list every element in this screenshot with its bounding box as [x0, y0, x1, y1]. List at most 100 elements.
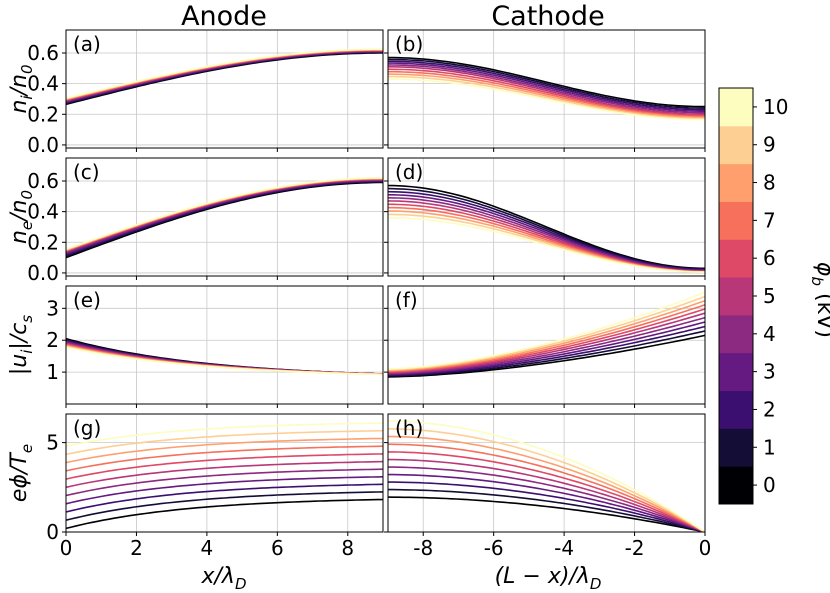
xtick-label: 8 — [341, 536, 354, 560]
xtick-label: -6 — [484, 536, 504, 560]
series-line-phi-3 — [388, 62, 705, 112]
series-line-phi-3 — [387, 321, 706, 376]
panel-c: 0.0 0.2 0.4 0.6 (c) ne/n0 — [7, 157, 384, 285]
series-line-phi-10 — [388, 217, 706, 273]
series-line-phi-10 — [387, 78, 705, 121]
panel-f: (f) — [384, 285, 706, 408]
series-line-phi-5 — [65, 460, 384, 489]
ytick-label: 3 — [46, 296, 59, 320]
series-line-phi-8 — [387, 73, 705, 119]
colorbar-tick-label: 2 — [763, 397, 776, 421]
colorbar-tick-label: 10 — [763, 95, 788, 119]
ylabel: ne/n0 — [7, 190, 36, 244]
series-line-phi-10 — [388, 420, 706, 533]
ylabel: eϕ/Te — [7, 444, 36, 502]
panel-label: (g) — [73, 416, 101, 440]
series-line-phi-5 — [388, 458, 706, 533]
plot-frame — [65, 29, 384, 149]
plot-frame — [387, 413, 706, 533]
series-line-phi-1 — [388, 488, 706, 533]
plot-area — [66, 286, 383, 404]
colorbar-tick-label: 5 — [763, 284, 776, 308]
panel-label: (d) — [395, 160, 423, 184]
series-line-phi-6 — [65, 453, 384, 480]
panel-g: 0 2 4 6 8 0 5 (g) eϕ/Te — [7, 413, 384, 560]
colorbar-tick-label: 9 — [763, 133, 776, 157]
series-line-phi-3 — [65, 476, 384, 505]
panel-label: (f) — [395, 288, 418, 312]
series-line-phi-1 — [65, 491, 384, 521]
series-line-phi-9 — [387, 295, 706, 371]
plot-area — [66, 414, 383, 532]
colorbar-swatch-7 — [719, 201, 753, 240]
panel-d: (d) — [384, 157, 706, 280]
ytick-label: 0.4 — [27, 72, 59, 96]
colorbar-swatch-9 — [719, 125, 753, 165]
plot-frame — [65, 413, 384, 533]
series-line-phi-10 — [65, 48, 383, 99]
series-line-phi-8 — [65, 437, 384, 464]
xtick-label: 4 — [201, 536, 214, 560]
ytick-label: 2 — [46, 328, 59, 352]
colorbar: 0 1 2 3 4 5 6 7 8 9 10 — [718, 87, 788, 505]
colorbar-swatch-10 — [719, 88, 753, 127]
colorbar-swatch-2 — [719, 390, 753, 429]
xtick-label: 0 — [699, 536, 712, 560]
plot-frame — [387, 157, 706, 277]
colorbar-tick-label: 3 — [763, 360, 776, 384]
series-line-phi-2 — [65, 483, 384, 513]
xlabel-anode: x/λD — [200, 564, 246, 593]
series-line-phi-6 — [387, 308, 706, 373]
ylabel: ni/n0 — [7, 64, 36, 113]
ytick-label: 0 — [46, 520, 59, 544]
ytick-label: 1 — [46, 360, 59, 384]
series-line-phi-6 — [387, 68, 706, 117]
column-title-cathode: Cathode — [491, 1, 604, 32]
xtick-label: -8 — [413, 536, 433, 560]
series-line-phi-9 — [387, 428, 706, 533]
panel-b: (b) — [384, 29, 706, 152]
ytick-label: 0.0 — [27, 133, 59, 157]
plot-frame — [65, 157, 384, 277]
series-line-phi-7 — [387, 304, 706, 372]
colorbar-swatch-0 — [719, 466, 753, 505]
ytick-label: 0.4 — [27, 200, 59, 224]
series-line-phi-4 — [387, 64, 706, 114]
series-line-phi-2 — [388, 60, 705, 111]
colorbar-tick-label: 7 — [763, 208, 776, 232]
colorbar-swatch-8 — [719, 163, 753, 202]
series-line-phi-10 — [387, 291, 706, 370]
colorbar-swatch-1 — [719, 428, 753, 467]
xtick-label: 0 — [60, 536, 73, 560]
series-line-phi-10 — [65, 422, 384, 447]
colorbar-swatch-3 — [719, 352, 753, 392]
series-line-phi-1 — [387, 58, 706, 109]
series-line-phi-6 — [388, 451, 706, 533]
ytick-label: 5 — [46, 431, 59, 455]
series-line-phi-4 — [65, 468, 384, 497]
series-line-phi-10 — [65, 177, 383, 250]
colorbar-tick-label: 8 — [763, 171, 776, 195]
series-line-phi-9 — [388, 75, 706, 120]
panels: 0.0 0.2 0.4 0.6 (a) ni/n0 (b) 0.0 0.2 0.4 0.6 (c) ne… — [7, 29, 712, 560]
plot-area — [66, 158, 383, 276]
ytick-label: 0.2 — [27, 230, 59, 254]
colorbar-tick-label: 1 — [763, 435, 776, 459]
xtick-label: 2 — [130, 536, 143, 560]
series-line-phi-2 — [388, 325, 706, 376]
ytick-label: 0.6 — [27, 41, 59, 65]
colorbar-tick-label: 6 — [763, 246, 776, 270]
series-line-phi-9 — [65, 429, 384, 456]
xlabel-cathode: (L − x)/λD — [495, 564, 602, 593]
series-line-phi-8 — [387, 435, 706, 533]
series-line-phi-1 — [387, 330, 706, 377]
series-line-phi-7 — [65, 445, 384, 472]
panel-label: (a) — [73, 32, 101, 56]
panel-label: (e) — [73, 288, 101, 312]
colorbar-tick-label: 4 — [763, 322, 776, 346]
series-line-phi-2 — [388, 481, 706, 533]
ylabel: |ui|/cs — [7, 315, 36, 375]
colorbar-tick-label: 0 — [763, 473, 776, 497]
xtick-label: -4 — [554, 536, 574, 560]
